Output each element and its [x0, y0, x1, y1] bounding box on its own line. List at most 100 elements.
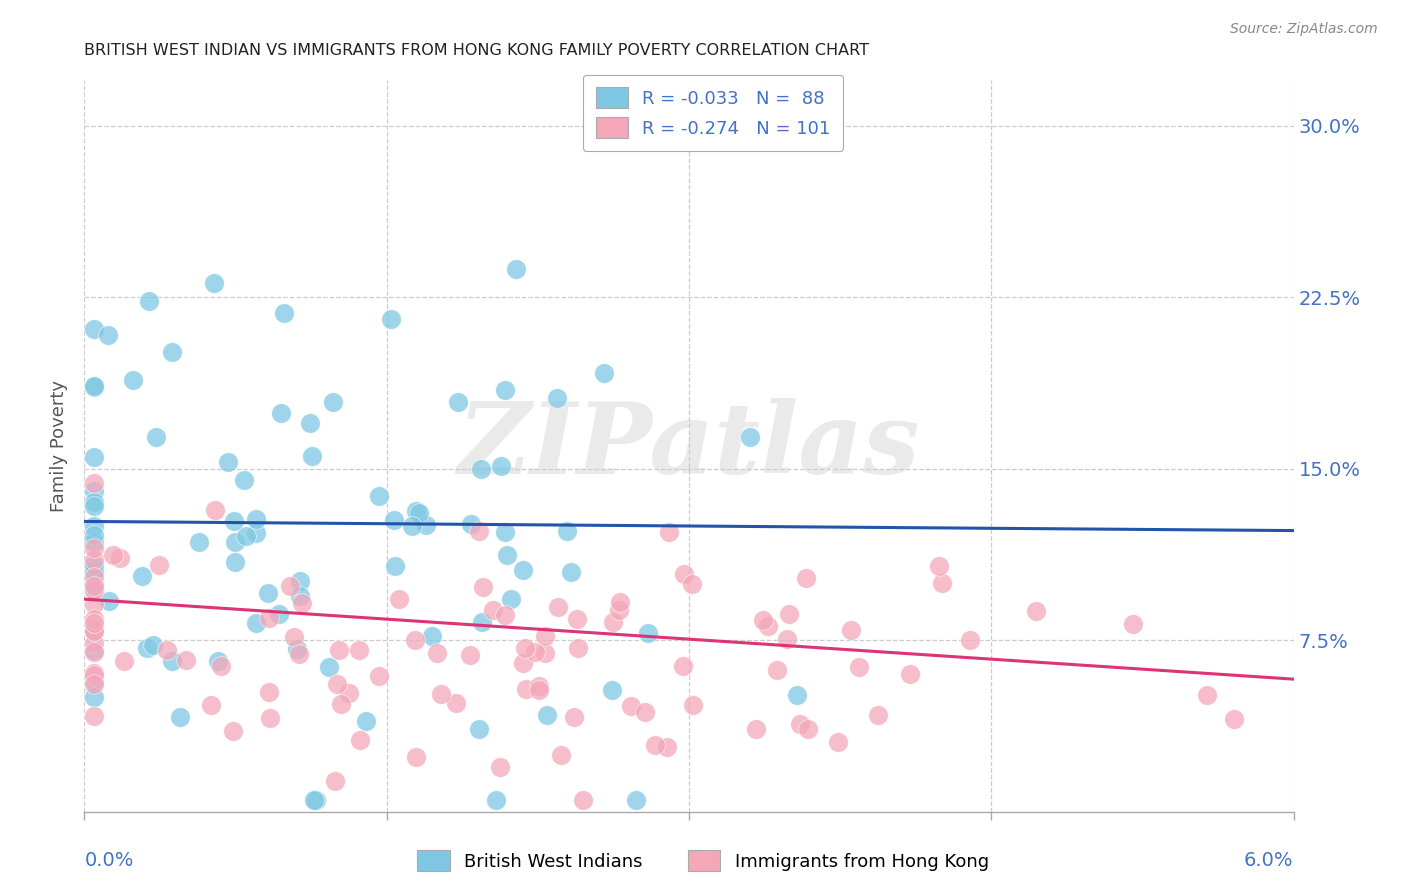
Legend: R = -0.033   N =  88, R = -0.274   N = 101: R = -0.033 N = 88, R = -0.274 N = 101: [583, 75, 844, 151]
Point: [269, 607, 291, 622]
Point: [83, 495, 105, 509]
Point: [222, 724, 245, 739]
Point: [534, 629, 557, 643]
Point: [83, 378, 105, 392]
Point: [388, 591, 411, 606]
Point: [304, 793, 326, 807]
Point: [302, 793, 325, 807]
Point: [142, 639, 165, 653]
Point: [593, 366, 616, 380]
Point: [547, 600, 569, 615]
Point: [489, 459, 512, 474]
Point: [430, 687, 453, 701]
Point: [472, 580, 495, 594]
Point: [211, 659, 233, 673]
Point: [222, 514, 245, 528]
Point: [83, 534, 105, 549]
Point: [257, 685, 280, 699]
Point: [467, 722, 489, 736]
Point: [83, 553, 105, 567]
Point: [505, 261, 527, 276]
Point: [527, 682, 550, 697]
Point: [83, 558, 105, 572]
Point: [187, 534, 209, 549]
Point: [257, 586, 280, 600]
Point: [202, 276, 225, 290]
Point: [322, 394, 344, 409]
Point: [848, 660, 870, 674]
Point: [766, 663, 789, 677]
Point: [290, 590, 312, 604]
Point: [108, 551, 131, 566]
Point: [83, 642, 105, 657]
Point: [494, 383, 516, 397]
Point: [328, 643, 350, 657]
Point: [112, 654, 135, 668]
Point: [138, 293, 160, 308]
Point: [555, 524, 578, 538]
Point: [83, 563, 105, 577]
Point: [1223, 712, 1246, 726]
Point: [273, 306, 295, 320]
Point: [426, 646, 449, 660]
Point: [1025, 604, 1047, 618]
Point: [572, 793, 595, 807]
Point: [347, 643, 370, 657]
Point: [83, 322, 105, 336]
Point: [384, 513, 406, 527]
Point: [145, 430, 167, 444]
Point: [827, 735, 849, 749]
Point: [512, 563, 534, 577]
Point: [83, 475, 105, 490]
Point: [204, 502, 226, 516]
Point: [534, 646, 557, 660]
Point: [285, 641, 308, 656]
Point: [148, 558, 170, 572]
Point: [83, 624, 105, 638]
Point: [169, 709, 191, 723]
Point: [776, 632, 799, 647]
Point: [485, 793, 508, 807]
Text: Source: ZipAtlas.com: Source: ZipAtlas.com: [1230, 22, 1378, 37]
Y-axis label: Family Poverty: Family Poverty: [51, 380, 69, 512]
Point: [471, 615, 494, 630]
Point: [224, 535, 246, 549]
Point: [446, 697, 468, 711]
Point: [682, 698, 704, 712]
Point: [1195, 688, 1218, 702]
Point: [83, 668, 105, 682]
Text: 6.0%: 6.0%: [1244, 851, 1294, 870]
Point: [752, 613, 775, 627]
Point: [283, 630, 305, 644]
Point: [174, 653, 197, 667]
Legend: British West Indians, Immigrants from Hong Kong: British West Indians, Immigrants from Ho…: [411, 843, 995, 879]
Point: [494, 525, 516, 540]
Point: [200, 698, 222, 712]
Point: [368, 489, 391, 503]
Point: [83, 690, 105, 705]
Point: [644, 738, 666, 752]
Point: [349, 733, 371, 747]
Point: [536, 708, 558, 723]
Point: [83, 541, 105, 555]
Point: [512, 656, 534, 670]
Point: [83, 576, 105, 591]
Point: [83, 645, 105, 659]
Point: [797, 722, 820, 736]
Point: [83, 597, 105, 611]
Point: [207, 654, 229, 668]
Point: [83, 615, 105, 630]
Point: [83, 677, 105, 691]
Point: [489, 760, 512, 774]
Point: [83, 450, 105, 465]
Point: [756, 619, 779, 633]
Point: [257, 611, 280, 625]
Point: [98, 594, 121, 608]
Point: [620, 699, 643, 714]
Point: [898, 666, 921, 681]
Point: [609, 594, 631, 608]
Point: [447, 395, 470, 409]
Point: [420, 630, 443, 644]
Point: [470, 461, 492, 475]
Point: [460, 516, 482, 531]
